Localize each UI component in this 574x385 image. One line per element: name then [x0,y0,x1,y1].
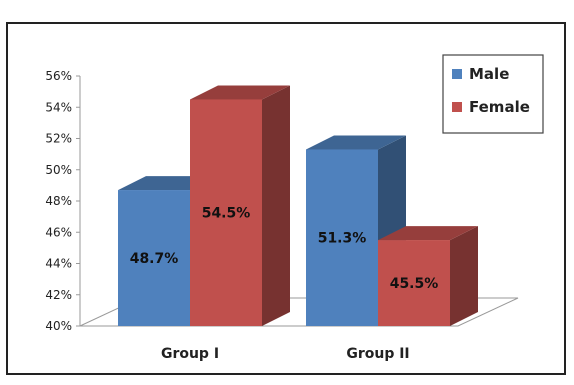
x-category-label: Group I [161,346,219,362]
y-tick-label: 54% [45,100,72,114]
y-tick-label: 56% [45,69,72,83]
legend: Male Female [442,54,544,134]
y-tick-label: 42% [45,288,72,302]
y-tick-label: 46% [45,225,72,239]
bar-front-face [306,149,378,326]
bar-side-face [262,85,290,326]
legend-label-female: Female [469,98,530,116]
bar-front-face [190,99,262,326]
legend-swatch-female [452,102,462,112]
bar-side-face [450,226,478,326]
data-label: 51.3% [318,231,367,247]
legend-label-male: Male [469,65,509,83]
y-tick-label: 44% [45,257,72,271]
bar-female-2 [378,226,478,326]
bar-top-face [378,226,478,241]
y-tick-label: 50% [45,163,72,177]
bar-front-face [118,190,190,326]
y-tick-label: 52% [45,132,72,146]
bar-top-face [190,85,290,100]
y-tick-label: 40% [45,319,72,333]
data-label: 45.5% [390,276,439,292]
bar-top-face [306,135,406,150]
bar-female-1 [190,85,290,326]
data-label: 48.7% [130,251,179,267]
x-category-label: Group II [346,346,409,362]
legend-swatch-male [452,69,462,79]
bar-front-face [378,240,450,326]
y-tick-label: 48% [45,194,72,208]
data-label: 54.5% [202,206,251,222]
legend-box [442,54,544,134]
